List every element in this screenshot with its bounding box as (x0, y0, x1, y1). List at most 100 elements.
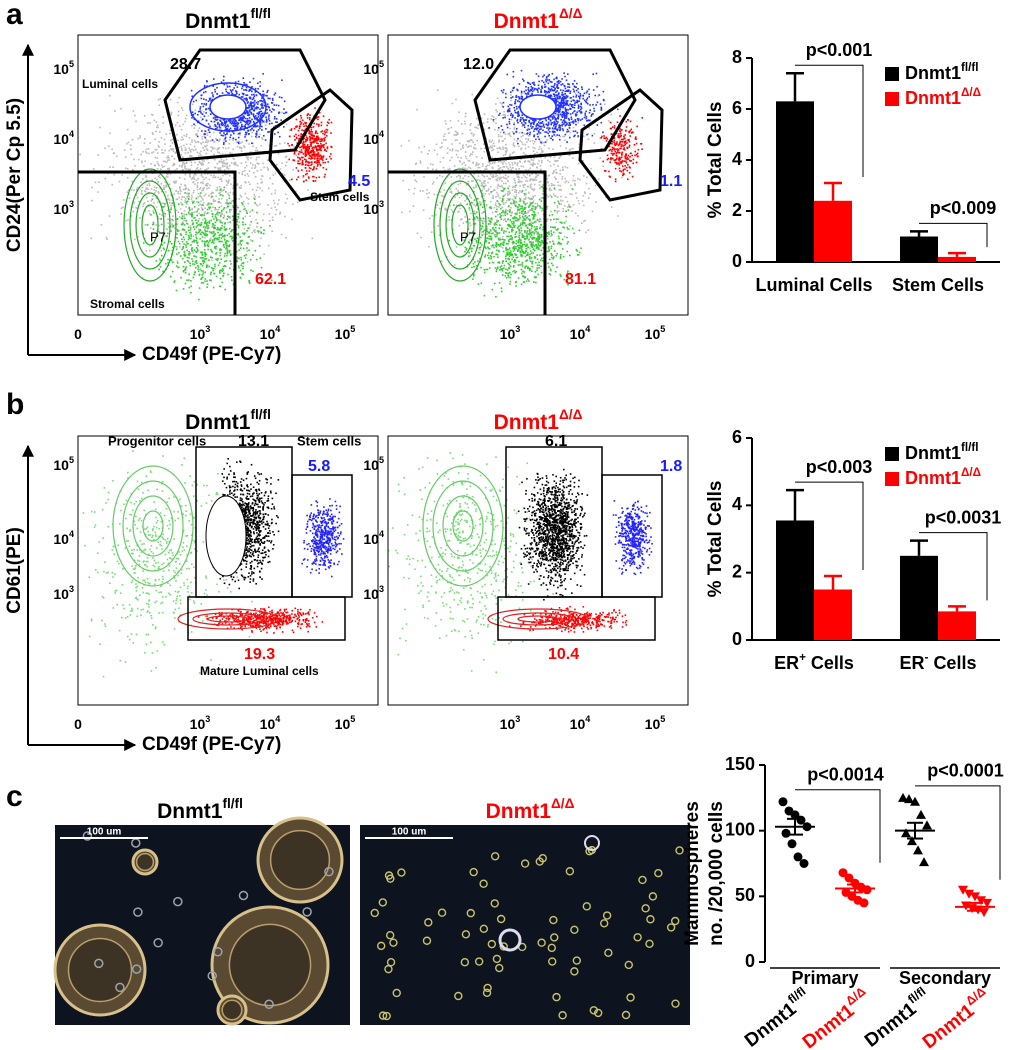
event-dot (519, 224, 522, 227)
event-dot (527, 210, 530, 213)
event-dot (227, 205, 230, 208)
event-dot (520, 118, 523, 120)
event-dot (524, 245, 527, 247)
event-dot (311, 136, 314, 139)
event-dot (520, 93, 523, 96)
event-dot (520, 239, 522, 242)
event-dot (477, 202, 480, 205)
event-dot (243, 228, 246, 230)
event-dot (310, 133, 312, 136)
event-dot (181, 166, 183, 168)
event-dot (314, 140, 316, 143)
event-dot (212, 200, 215, 203)
event-dot (272, 219, 274, 221)
event-dot (491, 175, 493, 178)
event-dot (157, 180, 160, 183)
event-dot (227, 179, 230, 182)
event-dot (540, 223, 542, 226)
event-dot (228, 128, 231, 131)
event-dot (171, 141, 174, 144)
event-dot (195, 179, 198, 182)
event-dot (317, 137, 320, 139)
event-dot (173, 181, 175, 183)
event-dot (571, 210, 573, 212)
event-dot (193, 206, 196, 208)
event-dot (149, 142, 152, 144)
event-dot (302, 145, 304, 147)
event-dot (322, 167, 325, 169)
event-dot (207, 248, 209, 251)
event-dot (518, 205, 521, 207)
event-dot (314, 180, 317, 182)
event-dot (191, 117, 193, 119)
event-dot (202, 146, 204, 149)
event-dot (488, 267, 491, 269)
event-dot (203, 187, 205, 189)
event-dot (528, 205, 531, 207)
event-dot (311, 137, 314, 140)
event-dot (621, 176, 623, 179)
event-dot (441, 260, 443, 263)
event-dot (460, 194, 463, 197)
event-dot (181, 240, 184, 243)
event-dot (300, 149, 303, 151)
event-dot (494, 267, 497, 269)
event-dot (505, 277, 508, 279)
event-dot (477, 127, 479, 130)
event-dot (552, 193, 555, 196)
event-dot (249, 102, 251, 105)
event-dot (548, 160, 551, 163)
event-dot (463, 161, 465, 164)
event-dot (228, 227, 231, 230)
event-dot (444, 208, 446, 211)
event-dot (159, 259, 162, 261)
event-dot (261, 105, 263, 107)
event-dot (249, 215, 251, 218)
event-dot (241, 125, 243, 128)
event-dot (199, 214, 202, 216)
event-dot (415, 180, 418, 183)
event-dot (158, 224, 160, 227)
event-dot (488, 188, 490, 190)
event-dot (214, 237, 217, 240)
event-dot (130, 148, 132, 151)
event-dot (323, 140, 326, 142)
event-dot (208, 187, 210, 189)
event-dot (223, 83, 226, 86)
event-dot (488, 219, 490, 221)
event-dot (255, 189, 258, 192)
event-dot (210, 174, 212, 177)
event-dot (167, 249, 170, 252)
event-dot (488, 139, 491, 142)
event-dot (127, 141, 130, 144)
event-dot (458, 205, 461, 208)
event-dot (230, 90, 233, 92)
event-dot (150, 113, 153, 116)
event-dot (226, 163, 228, 166)
event-dot (198, 212, 201, 215)
event-dot (231, 130, 234, 133)
event-dot (522, 186, 525, 189)
event-dot (535, 237, 538, 240)
event-dot (222, 146, 224, 149)
event-dot (527, 138, 530, 140)
event-dot (252, 171, 255, 174)
event-dot (493, 282, 496, 285)
event-dot (523, 208, 525, 210)
event-dot (304, 121, 306, 124)
event-dot (308, 146, 310, 148)
event-dot (206, 144, 208, 147)
event-dot (195, 197, 198, 200)
event-dot (261, 100, 264, 103)
event-dot (186, 192, 188, 195)
event-dot (566, 167, 569, 169)
event-dot (503, 242, 505, 244)
event-dot (216, 118, 219, 121)
event-dot (257, 87, 259, 90)
event-dot (527, 206, 530, 208)
event-dot (202, 259, 204, 262)
event-dot (508, 251, 510, 254)
event-dot (232, 138, 235, 140)
event-dot (508, 247, 511, 249)
event-dot (168, 167, 171, 170)
